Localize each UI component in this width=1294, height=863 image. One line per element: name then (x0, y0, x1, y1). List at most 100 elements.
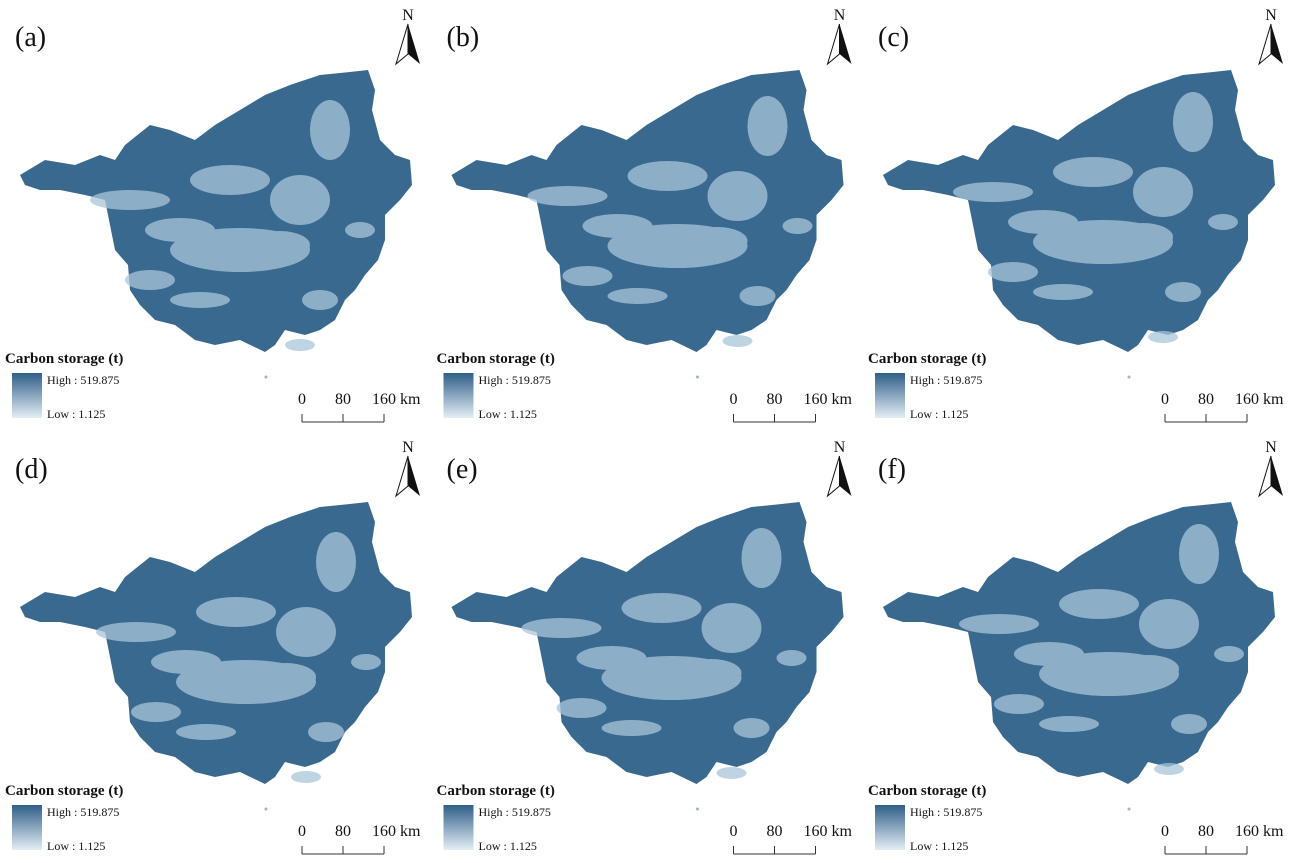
low-area (96, 622, 176, 642)
low-area (308, 722, 344, 742)
legend-title: Carbon storage (t) (437, 783, 555, 799)
scale-label: 80 (767, 823, 783, 840)
legend-gradient (875, 805, 905, 850)
scale-label: 160 km (804, 823, 853, 840)
legend-gradient (443, 373, 474, 418)
low-area (959, 614, 1039, 634)
low-area (747, 96, 788, 156)
low-area (687, 227, 748, 255)
low-area (170, 292, 230, 308)
region-map (20, 70, 412, 352)
region-map (451, 502, 844, 784)
island (1127, 807, 1131, 811)
low-area (1014, 642, 1084, 666)
low-area (1173, 92, 1213, 152)
low-area (145, 218, 215, 242)
scale-label: 0 (298, 823, 306, 840)
map-panel: (e) N Carbon storage (t) High : 519.875 Low … (437, 439, 853, 855)
low-area (1059, 589, 1139, 619)
low-area (701, 603, 762, 653)
low-area (1179, 524, 1219, 584)
north-arrow (395, 455, 409, 498)
low-area (1133, 167, 1193, 217)
low-area (90, 190, 170, 210)
low-area (125, 270, 175, 290)
low-area (1154, 763, 1184, 775)
north-label: N (834, 439, 846, 456)
legend-low: Low : 1.125 (479, 407, 537, 421)
north-arrow (826, 23, 840, 66)
legend-title: Carbon storage (t) (437, 351, 555, 367)
scale-label: 0 (730, 823, 738, 840)
north-label: N (1265, 439, 1277, 456)
north-arrow (408, 456, 420, 496)
low-area (276, 607, 336, 657)
scale-label: 80 (1198, 391, 1214, 408)
low-area (601, 720, 662, 736)
low-area (576, 646, 647, 670)
legend-title: Carbon storage (t) (868, 351, 986, 367)
scale-label: 80 (1198, 823, 1214, 840)
legend-high: High : 519.875 (47, 373, 119, 387)
map-panel: (a) N Carbon storage (t) High : 519.875 Low … (5, 7, 421, 423)
low-area (196, 597, 276, 627)
north-arrow (826, 455, 840, 498)
low-area (1119, 655, 1179, 683)
legend-title: Carbon storage (t) (5, 783, 123, 799)
low-area (994, 694, 1044, 714)
low-area (739, 286, 776, 306)
scale-label: 0 (1161, 391, 1169, 408)
scale-label: 160 km (1235, 823, 1284, 840)
low-area (151, 650, 221, 674)
panel-label: (d) (15, 454, 48, 485)
low-area (256, 663, 316, 691)
north-arrow (839, 24, 852, 64)
low-area (1113, 223, 1173, 251)
north-arrow (408, 24, 420, 64)
low-area (527, 186, 608, 206)
low-area (176, 724, 236, 740)
island (264, 375, 268, 379)
scale-label: 160 km (1235, 391, 1284, 408)
low-area (1139, 599, 1199, 649)
low-area (621, 593, 702, 623)
low-storage-areas (527, 96, 813, 347)
scale-label: 80 (767, 391, 783, 408)
low-storage-areas (953, 92, 1238, 343)
legend-high: High : 519.875 (479, 805, 551, 819)
low-area (131, 702, 181, 722)
scale-label: 80 (335, 823, 351, 840)
low-storage-areas (521, 528, 807, 779)
low-area (707, 171, 768, 221)
north-arrow (1258, 455, 1272, 498)
map-panel: (c) N Carbon storage (t) High : 519.875 Low … (868, 7, 1284, 423)
scale-label: 80 (335, 391, 351, 408)
low-area (302, 290, 338, 310)
low-area (1033, 284, 1093, 300)
low-area (582, 214, 653, 238)
north-arrow (839, 456, 852, 496)
legend-high: High : 519.875 (479, 373, 551, 387)
low-area (722, 335, 753, 347)
low-area (351, 654, 381, 670)
low-area (345, 222, 375, 238)
low-area (716, 767, 747, 779)
low-area (316, 532, 356, 592)
low-area (953, 182, 1033, 202)
island (264, 807, 268, 811)
low-area (1214, 646, 1244, 662)
panel-label: (e) (447, 454, 478, 485)
scale-label: 160 km (372, 823, 421, 840)
legend-gradient (12, 805, 42, 850)
low-area (1165, 282, 1201, 302)
north-label: N (402, 439, 414, 456)
panel-label: (f) (878, 454, 906, 485)
low-area (782, 218, 813, 234)
north-arrow (1258, 23, 1272, 66)
north-arrow (395, 23, 409, 66)
legend-title: Carbon storage (t) (5, 351, 123, 367)
region-map (20, 502, 412, 784)
panel-label: (c) (878, 22, 909, 53)
low-area (1208, 214, 1238, 230)
